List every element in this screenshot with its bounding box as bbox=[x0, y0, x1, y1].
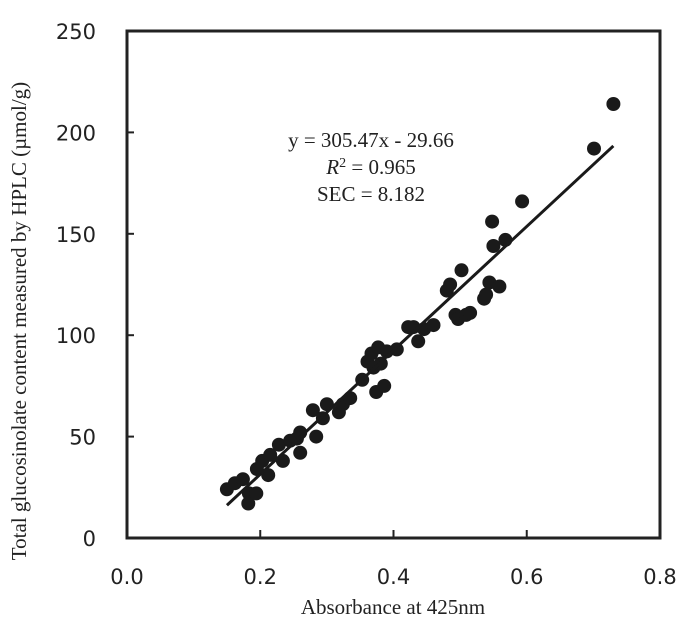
data-point bbox=[426, 318, 441, 333]
x-tick-label: 0.8 bbox=[643, 565, 676, 589]
r-superscript: 2 bbox=[339, 156, 346, 171]
data-point bbox=[479, 287, 494, 302]
data-point bbox=[241, 496, 256, 511]
equation-annotation: y = 305.47x - 29.66 bbox=[288, 128, 454, 152]
data-point bbox=[463, 305, 478, 320]
r-value: = 0.965 bbox=[346, 155, 416, 179]
data-point bbox=[606, 97, 621, 111]
data-point bbox=[249, 486, 264, 501]
data-points bbox=[219, 97, 621, 511]
x-tick-label: 0.4 bbox=[377, 565, 410, 589]
data-point bbox=[235, 472, 250, 487]
r-squared-annotation: R2 = 0.965 bbox=[325, 155, 415, 179]
data-point bbox=[293, 425, 308, 440]
data-point bbox=[587, 141, 601, 156]
y-tick-label: 250 bbox=[56, 20, 96, 44]
data-point bbox=[263, 447, 278, 462]
data-point bbox=[406, 320, 421, 335]
data-point bbox=[443, 277, 458, 292]
y-axis-ticks: 0 50 100 150 200 250 bbox=[56, 20, 134, 551]
data-point bbox=[309, 429, 324, 444]
data-point bbox=[515, 194, 530, 209]
data-point bbox=[377, 378, 392, 393]
regression-line bbox=[225, 144, 615, 507]
y-tick-label: 0 bbox=[83, 527, 96, 551]
data-point bbox=[271, 437, 286, 452]
data-point bbox=[315, 411, 330, 426]
data-point bbox=[293, 445, 308, 460]
x-axis-title: Absorbance at 425nm bbox=[301, 595, 485, 619]
y-tick-label: 200 bbox=[56, 121, 96, 145]
r-label: R bbox=[325, 155, 339, 179]
sec-annotation: SEC = 8.182 bbox=[317, 182, 425, 206]
data-point bbox=[485, 214, 500, 229]
data-point bbox=[411, 334, 426, 349]
y-tick-label: 50 bbox=[69, 426, 96, 450]
data-point bbox=[486, 239, 501, 253]
y-tick-label: 150 bbox=[56, 223, 96, 247]
x-tick-label: 0.2 bbox=[244, 565, 277, 589]
data-point bbox=[454, 263, 469, 278]
y-axis-title: Total glucosinolate content measured by … bbox=[7, 82, 31, 560]
x-tick-label: 0.0 bbox=[110, 565, 143, 589]
y-tick-label: 100 bbox=[56, 324, 96, 348]
x-tick-label: 0.6 bbox=[510, 565, 543, 589]
data-point bbox=[492, 279, 507, 294]
x-axis-ticks: 0.0 0.2 0.4 0.6 0.8 bbox=[110, 530, 677, 589]
plot-frame bbox=[125, 29, 662, 540]
data-point bbox=[305, 403, 320, 418]
